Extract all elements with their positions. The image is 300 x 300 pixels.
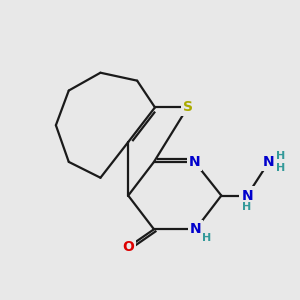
Text: H: H <box>276 163 285 173</box>
Text: N: N <box>241 189 253 202</box>
Text: N: N <box>263 155 275 169</box>
Text: S: S <box>183 100 193 114</box>
Text: H: H <box>202 232 212 243</box>
Text: H: H <box>242 202 252 212</box>
Text: N: N <box>190 222 201 236</box>
Text: H: H <box>276 151 285 161</box>
Text: N: N <box>189 155 200 169</box>
Text: O: O <box>122 240 134 254</box>
